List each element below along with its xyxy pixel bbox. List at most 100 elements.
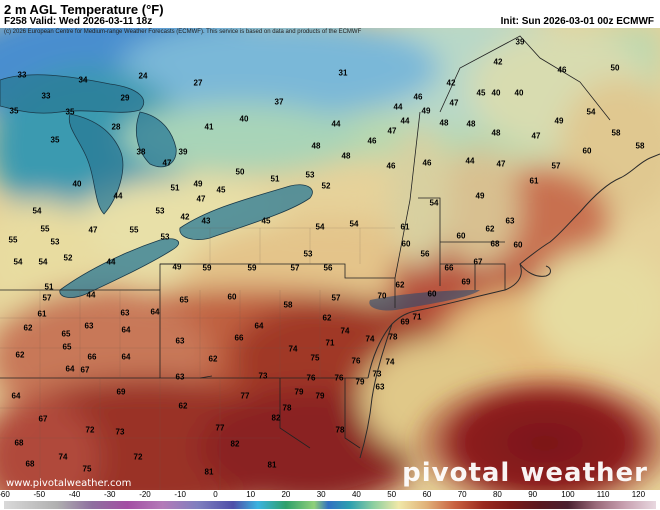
temperature-value: 62: [395, 280, 405, 290]
political-borders: [0, 35, 611, 449]
temperature-value: 24: [138, 71, 148, 81]
temperature-value: 47: [162, 158, 172, 168]
temperature-value: 77: [240, 391, 250, 401]
temperature-value: 45: [476, 88, 486, 98]
colorbar-tick-label: 0: [213, 490, 218, 499]
temperature-value: 35: [9, 106, 19, 116]
temperature-value: 69: [461, 277, 471, 287]
temperature-value: 62: [322, 313, 332, 323]
temperature-value: 50: [610, 63, 620, 73]
coastline: [359, 153, 660, 459]
temperature-value: 73: [372, 369, 382, 379]
temperature-value: 60: [513, 240, 523, 250]
temperature-value: 47: [387, 126, 397, 136]
temperature-value: 60: [401, 239, 411, 249]
temperature-value: 62: [23, 323, 33, 333]
temperature-value: 65: [179, 295, 189, 305]
temperature-value: 48: [311, 141, 321, 151]
temperature-value: 47: [196, 194, 206, 204]
temperature-value: 49: [172, 262, 182, 272]
temperature-value: 78: [282, 403, 292, 413]
map-canvas: [0, 28, 660, 490]
init-time: Init: Sun 2026-03-01 00z ECMWF: [500, 16, 654, 27]
temperature-value: 63: [375, 382, 385, 392]
temperature-value: 74: [58, 452, 68, 462]
temperature-value: 69: [400, 317, 410, 327]
temperature-value: 35: [65, 107, 75, 117]
temperature-value: 29: [120, 93, 130, 103]
temperature-value: 53: [305, 170, 315, 180]
temperature-value: 34: [78, 75, 88, 85]
colorbar-tick-label: -40: [68, 490, 81, 499]
temperature-value: 62: [208, 354, 218, 364]
temperature-value: 48: [439, 118, 449, 128]
colorbar-tick-label: 110: [596, 490, 610, 499]
colorbar-tick-label: 70: [457, 490, 467, 499]
temperature-value: 63: [505, 216, 515, 226]
temperature-value: 71: [325, 338, 335, 348]
temperature-value: 51: [270, 174, 280, 184]
temperature-value: 37: [274, 97, 284, 107]
temperature-value: 43: [201, 216, 211, 226]
temperature-value: 35: [50, 135, 60, 145]
temperature-value: 64: [65, 364, 75, 374]
temperature-value: 73: [115, 427, 125, 437]
temperature-value: 68: [14, 438, 24, 448]
temperature-value: 27: [193, 78, 203, 88]
temperature-value: 53: [303, 249, 313, 259]
temperature-value: 48: [466, 119, 476, 129]
temperature-value: 81: [204, 467, 214, 477]
map-header: 2 m AGL Temperature (°F) F258 Valid: Wed…: [0, 0, 660, 28]
temperature-value: 76: [334, 373, 344, 383]
temperature-value: 46: [413, 92, 423, 102]
colorbar-tick-label: 50: [387, 490, 397, 499]
temperature-value: 61: [529, 176, 539, 186]
temperature-value: 47: [531, 131, 541, 141]
temperature-value: 51: [170, 183, 180, 193]
temperature-value: 55: [8, 235, 18, 245]
temperature-value: 73: [258, 371, 268, 381]
temperature-value: 58: [283, 300, 293, 310]
long-island-sound: [369, 290, 480, 311]
pivotal-weather-watermark: pivotal weather: [402, 458, 648, 488]
temperature-value: 62: [485, 224, 495, 234]
temperature-value: 50: [235, 167, 245, 177]
temperature-value: 47: [496, 159, 506, 169]
temperature-value: 61: [37, 309, 47, 319]
temperature-value: 52: [321, 181, 331, 191]
temperature-value: 82: [271, 413, 281, 423]
temperature-value: 49: [475, 191, 485, 201]
temperature-value: 47: [88, 225, 98, 235]
temperature-value: 42: [446, 78, 456, 88]
temperature-value: 68: [25, 459, 35, 469]
colorbar-tick-label: 80: [492, 490, 502, 499]
temperature-value: 40: [72, 179, 82, 189]
temperature-value: 51: [44, 282, 54, 292]
temperature-value: 44: [106, 257, 116, 267]
county-lines: [0, 227, 395, 490]
temperature-value: 65: [61, 329, 71, 339]
temperature-value: 68: [490, 239, 500, 249]
temperature-map[interactable]: (c) 2026 European Centre for Medium-rang…: [0, 28, 660, 490]
colorbar-tick-labels: -60 -50 -40 -30 -20 -10 0 10 20 30 40 50 60 70 80 90 100…: [0, 490, 660, 501]
temperature-value: 53: [50, 237, 60, 247]
temperature-value: 54: [586, 107, 596, 117]
temperature-value: 67: [473, 257, 483, 267]
temperature-value: 54: [429, 198, 439, 208]
temperature-value: 44: [113, 191, 123, 201]
colorbar-tick-label: -10: [174, 490, 186, 499]
temperature-value: 53: [160, 232, 170, 242]
temperature-value: 78: [388, 332, 398, 342]
temperature-value: 64: [121, 352, 131, 362]
temperature-value: 48: [341, 151, 351, 161]
temperature-value: 64: [254, 321, 264, 331]
temperature-value: 60: [227, 292, 237, 302]
temperature-value: 57: [551, 161, 561, 171]
temperature-value: 57: [331, 293, 341, 303]
ecmwf-disclaimer: (c) 2026 European Centre for Medium-rang…: [4, 29, 362, 35]
site-url[interactable]: www.pivotalweather.com: [6, 478, 132, 489]
temperature-value: 40: [491, 88, 501, 98]
temperature-value: 54: [349, 219, 359, 229]
temperature-value: 60: [456, 231, 466, 241]
